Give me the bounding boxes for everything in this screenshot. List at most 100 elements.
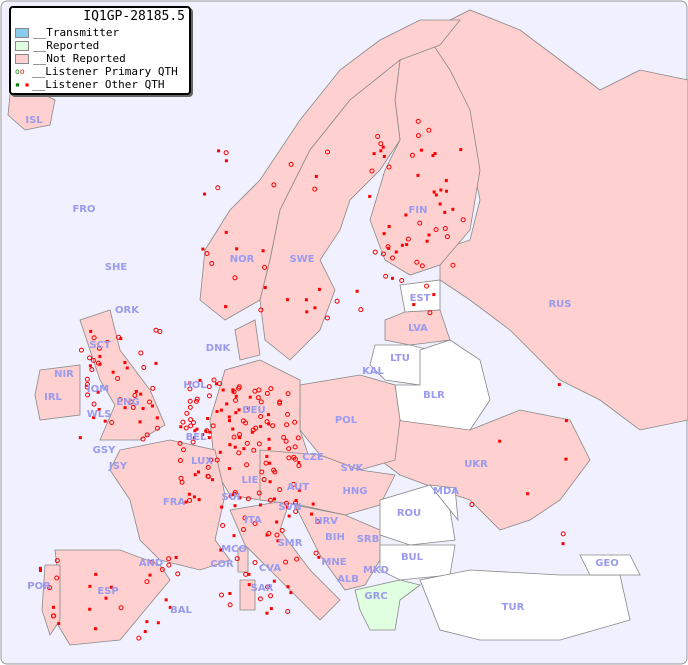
listener-primary-marker	[292, 500, 298, 506]
listener-other-marker	[297, 488, 301, 492]
country-label-mda: MDA	[433, 486, 459, 497]
listener-primary-marker	[244, 440, 250, 446]
listener-other-marker	[139, 392, 143, 396]
country-tur	[419, 569, 631, 641]
listener-primary-marker	[266, 531, 272, 537]
listener-primary-marker	[414, 259, 420, 265]
listener-primary-marker	[89, 367, 95, 373]
listener-other-marker	[425, 239, 429, 243]
listener-primary-marker	[444, 234, 450, 240]
listener-other-marker	[431, 154, 435, 158]
country-balkans	[294, 504, 381, 591]
listener-other-marker	[195, 427, 199, 431]
country-label-sui: SUI	[221, 492, 240, 503]
listener-other-marker	[261, 249, 265, 253]
listener-other-marker	[416, 173, 420, 177]
listener-primary-marker	[242, 515, 248, 521]
country-label-she: SHE	[105, 262, 128, 273]
listener-primary-marker	[274, 532, 280, 538]
listener-other-marker	[404, 213, 408, 217]
listener-other-marker	[289, 591, 293, 595]
listener-other-marker	[433, 152, 437, 156]
listener-primary-marker	[294, 556, 300, 562]
listener-other-marker	[78, 436, 82, 440]
country-label-mne: MNE	[321, 557, 346, 568]
listener-primary-marker	[232, 490, 238, 496]
listener-primary-marker	[180, 447, 186, 453]
country-label-svn: SVN	[278, 502, 301, 513]
listener-other-marker	[228, 494, 232, 498]
listener-other-marker	[286, 585, 290, 589]
legend-primary: oo __Listener Primary QTH	[15, 65, 178, 78]
listener-primary-marker	[312, 186, 318, 192]
listener-other-marker	[38, 566, 42, 570]
listener-primary-marker	[324, 149, 330, 155]
listener-other-marker	[92, 416, 96, 420]
listener-other-marker	[103, 419, 107, 423]
listener-primary-marker	[264, 419, 270, 425]
country-label-alb: ALB	[337, 574, 359, 585]
country-label-est: EST	[410, 293, 431, 304]
listener-other-marker	[51, 605, 55, 609]
listener-other-marker	[238, 436, 242, 440]
country-label-cor: COR	[210, 559, 234, 570]
country-grc	[354, 579, 421, 631]
listener-primary-marker	[144, 579, 150, 585]
listener-other-marker	[179, 425, 183, 429]
listener-primary-marker	[258, 307, 264, 313]
listener-primary-marker	[236, 450, 242, 456]
listener-primary-marker	[258, 399, 264, 405]
listener-primary-marker	[258, 414, 264, 420]
listener-primary-marker	[286, 455, 292, 461]
listener-other-marker	[419, 148, 423, 152]
listener-other-marker	[184, 500, 188, 504]
listener-primary-marker	[210, 423, 216, 429]
listener-other-marker	[207, 436, 211, 440]
listener-primary-marker	[424, 283, 430, 289]
listener-primary-marker	[358, 307, 364, 313]
listener-primary-marker	[96, 345, 102, 351]
listener-primary-marker	[150, 385, 156, 391]
listener-other-marker	[219, 548, 223, 552]
legend: IQ1GP-28185.5 __Transmitter __Reported _…	[9, 6, 191, 95]
listener-primary-marker	[130, 404, 136, 410]
listener-primary-marker	[469, 501, 475, 507]
listener-primary-marker	[85, 392, 91, 398]
listener-other-marker	[168, 605, 172, 609]
listener-other-marker	[304, 298, 308, 302]
listener-primary-marker	[419, 263, 425, 269]
listener-other-marker	[225, 402, 229, 406]
listener-other-marker	[310, 512, 314, 516]
country-pol	[299, 374, 401, 471]
legend-title: IQ1GP-28185.5	[83, 9, 185, 24]
listener-primary-marker	[277, 400, 283, 406]
listener-other-marker	[235, 247, 239, 251]
listener-other-marker	[381, 145, 385, 149]
country-label-pol: POL	[335, 415, 358, 426]
listener-other-marker	[156, 621, 160, 625]
listener-other-marker	[217, 149, 221, 153]
listener-other-marker	[275, 520, 279, 524]
listener-other-marker	[105, 340, 109, 344]
listener-primary-marker	[51, 613, 57, 619]
country-label-smr: SMR	[278, 538, 303, 549]
country-label-esp: ESP	[97, 586, 118, 597]
listener-other-marker	[265, 454, 269, 458]
listener-primary-marker	[128, 399, 134, 405]
country-label-bel: BEL	[186, 432, 207, 443]
listener-other-marker	[233, 445, 237, 449]
listener-other-marker	[203, 192, 207, 196]
listener-primary-marker	[166, 556, 172, 562]
listener-primary-marker	[204, 428, 210, 434]
listener-primary-marker	[265, 584, 271, 590]
listener-primary-marker	[296, 463, 302, 469]
listener-other-marker	[439, 188, 443, 192]
listener-primary-marker	[205, 464, 211, 470]
listener-other-marker	[317, 287, 321, 291]
listener-primary-marker	[313, 550, 319, 556]
listener-other-marker	[134, 389, 138, 393]
listener-primary-marker	[426, 127, 432, 133]
country-label-kal: KAL	[362, 366, 384, 377]
listener-other-marker	[268, 461, 272, 465]
listener-primary-marker	[187, 497, 193, 503]
